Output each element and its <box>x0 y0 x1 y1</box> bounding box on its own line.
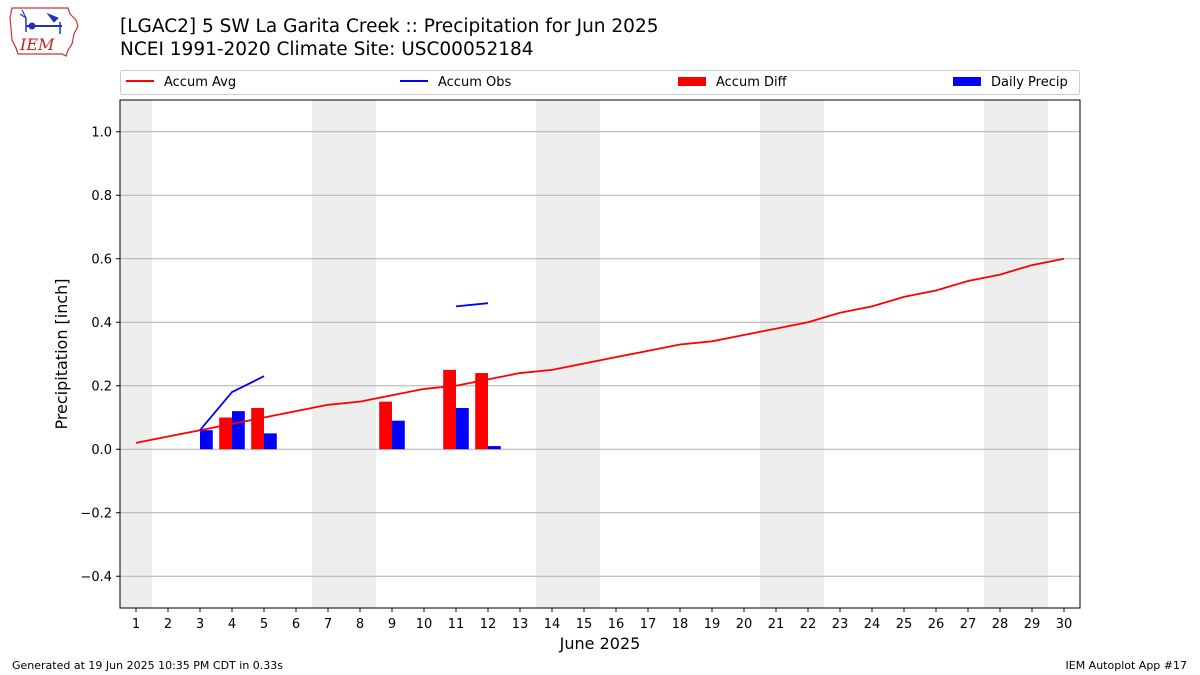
accum-diff-bar <box>251 407 264 450</box>
y-axis-label: Precipitation [inch] <box>52 278 71 429</box>
x-tick-label: 17 <box>640 617 657 632</box>
gridlines <box>120 131 1080 577</box>
legend: Accum Avg Accum Obs Accum Diff Daily Precip <box>120 70 1080 95</box>
accum-diff-bar <box>379 401 392 450</box>
x-tick-label: 29 <box>1024 617 1041 632</box>
y-tick-label: 0.0 <box>91 443 112 458</box>
x-tick-label: 28 <box>992 617 1009 632</box>
x-tick-label: 23 <box>832 617 849 632</box>
x-tick-label: 10 <box>416 617 433 632</box>
accum-avg-line <box>135 257 1065 444</box>
axis-ticks: 1 2 3 4 5 6 7 8 9 10 11 12 13 14 15 16 17 18 19 20 21 22 23 24 2… <box>80 125 1072 632</box>
x-tick-label: 1 <box>132 617 140 632</box>
x-tick-label: 7 <box>324 617 332 632</box>
accum-obs-line <box>455 302 489 308</box>
x-tick-label: 21 <box>768 617 785 632</box>
chart-subtitle: NCEI 1991-2020 Climate Site: USC00052184 <box>120 39 534 60</box>
y-tick-label: 0.4 <box>91 316 112 331</box>
legend-box <box>120 70 1080 95</box>
daily-precip-bar <box>200 430 213 450</box>
weekend-band <box>120 100 152 608</box>
x-tick-label: 9 <box>388 617 396 632</box>
x-tick-label: 30 <box>1056 617 1073 632</box>
generated-timestamp: Generated at 19 Jun 2025 10:35 PM CDT in… <box>12 659 284 672</box>
weekend-bands <box>120 100 1048 608</box>
weather-station-icon <box>19 9 62 34</box>
x-tick-label: 6 <box>292 617 300 632</box>
daily-precip-bar <box>392 420 405 450</box>
x-tick-label: 13 <box>512 617 529 632</box>
x-tick-label: 12 <box>480 617 497 632</box>
legend-swatch-bar <box>678 77 706 86</box>
daily-precip-bar <box>456 407 469 450</box>
x-tick-label: 8 <box>356 617 364 632</box>
x-tick-label: 3 <box>196 617 204 632</box>
x-tick-label: 27 <box>960 617 977 632</box>
x-tick-label: 14 <box>544 617 561 632</box>
y-tick-label: 1.0 <box>91 125 112 140</box>
legend-label: Accum Avg <box>164 75 236 90</box>
x-tick-label: 19 <box>704 617 721 632</box>
accum-diff-bar <box>219 417 232 450</box>
legend-swatch-bar <box>953 77 981 86</box>
daily-precip-bar <box>488 446 501 450</box>
iem-logo: IEM <box>9 7 79 57</box>
weekend-band <box>312 100 376 608</box>
y-tick-label: 0.8 <box>91 189 112 204</box>
weekend-band <box>984 100 1048 608</box>
y-tick-label: 0.6 <box>91 252 112 267</box>
x-tick-label: 20 <box>736 617 753 632</box>
legend-label: Daily Precip <box>991 75 1068 90</box>
y-tick-label: −0.2 <box>80 506 112 521</box>
x-tick-label: 11 <box>448 617 465 632</box>
x-tick-label: 5 <box>260 617 268 632</box>
plot-frame <box>119 99 1081 609</box>
chart-title: [LGAC2] 5 SW La Garita Creek :: Precipit… <box>120 16 659 37</box>
x-tick-label: 22 <box>800 617 817 632</box>
accum-diff-bar <box>443 369 456 450</box>
x-tick-label: 18 <box>672 617 689 632</box>
x-tick-label: 16 <box>608 617 625 632</box>
x-tick-label: 2 <box>164 617 172 632</box>
accum-diff-bar <box>475 373 488 450</box>
logo-text: IEM <box>19 35 55 54</box>
y-tick-label: 0.2 <box>91 379 112 394</box>
x-tick-label: 15 <box>576 617 593 632</box>
weekend-band <box>760 100 824 608</box>
daily-precip-bar <box>232 411 245 450</box>
app-label: IEM Autoplot App #17 <box>1065 659 1188 672</box>
lines-layer <box>135 257 1065 444</box>
iowa-outline-icon <box>9 7 79 57</box>
legend-label: Accum Obs <box>438 75 511 90</box>
x-tick-label: 26 <box>928 617 945 632</box>
x-tick-label: 25 <box>896 617 913 632</box>
y-tick-label: −0.4 <box>80 570 112 585</box>
daily-precip-bar <box>264 433 277 450</box>
x-tick-label: 24 <box>864 617 881 632</box>
accum-obs-line <box>199 375 265 431</box>
x-axis-label: June 2025 <box>559 634 641 653</box>
weekend-band <box>536 100 600 608</box>
x-tick-label: 4 <box>228 617 236 632</box>
legend-label: Accum Diff <box>716 75 788 90</box>
